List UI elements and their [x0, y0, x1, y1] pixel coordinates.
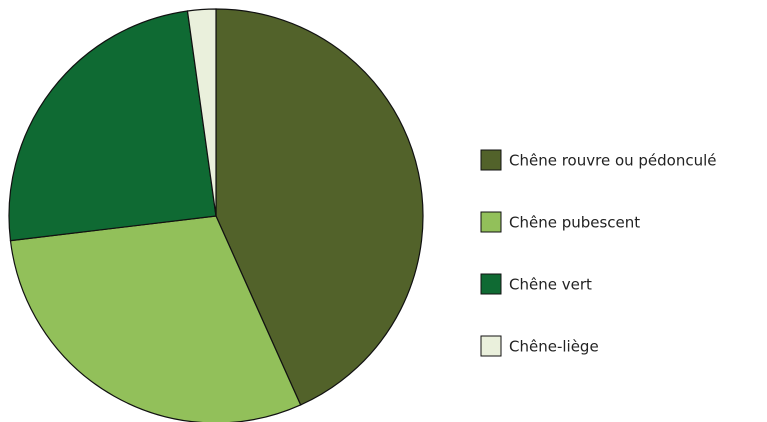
legend-swatch	[480, 273, 502, 295]
legend-swatch	[480, 335, 502, 357]
pie-slice	[186, 8, 217, 217]
pie-slice	[8, 10, 217, 242]
legend-label: Chêne rouvre ou pédonculé	[509, 152, 717, 170]
pie-slice	[215, 8, 424, 406]
legend-swatch	[480, 149, 502, 171]
legend-label: Chêne vert	[509, 276, 592, 294]
legend-swatch	[480, 211, 502, 233]
pie-slice	[9, 215, 302, 422]
legend-label: Chêne-liège	[509, 338, 599, 356]
legend-label: Chêne pubescent	[509, 214, 640, 232]
